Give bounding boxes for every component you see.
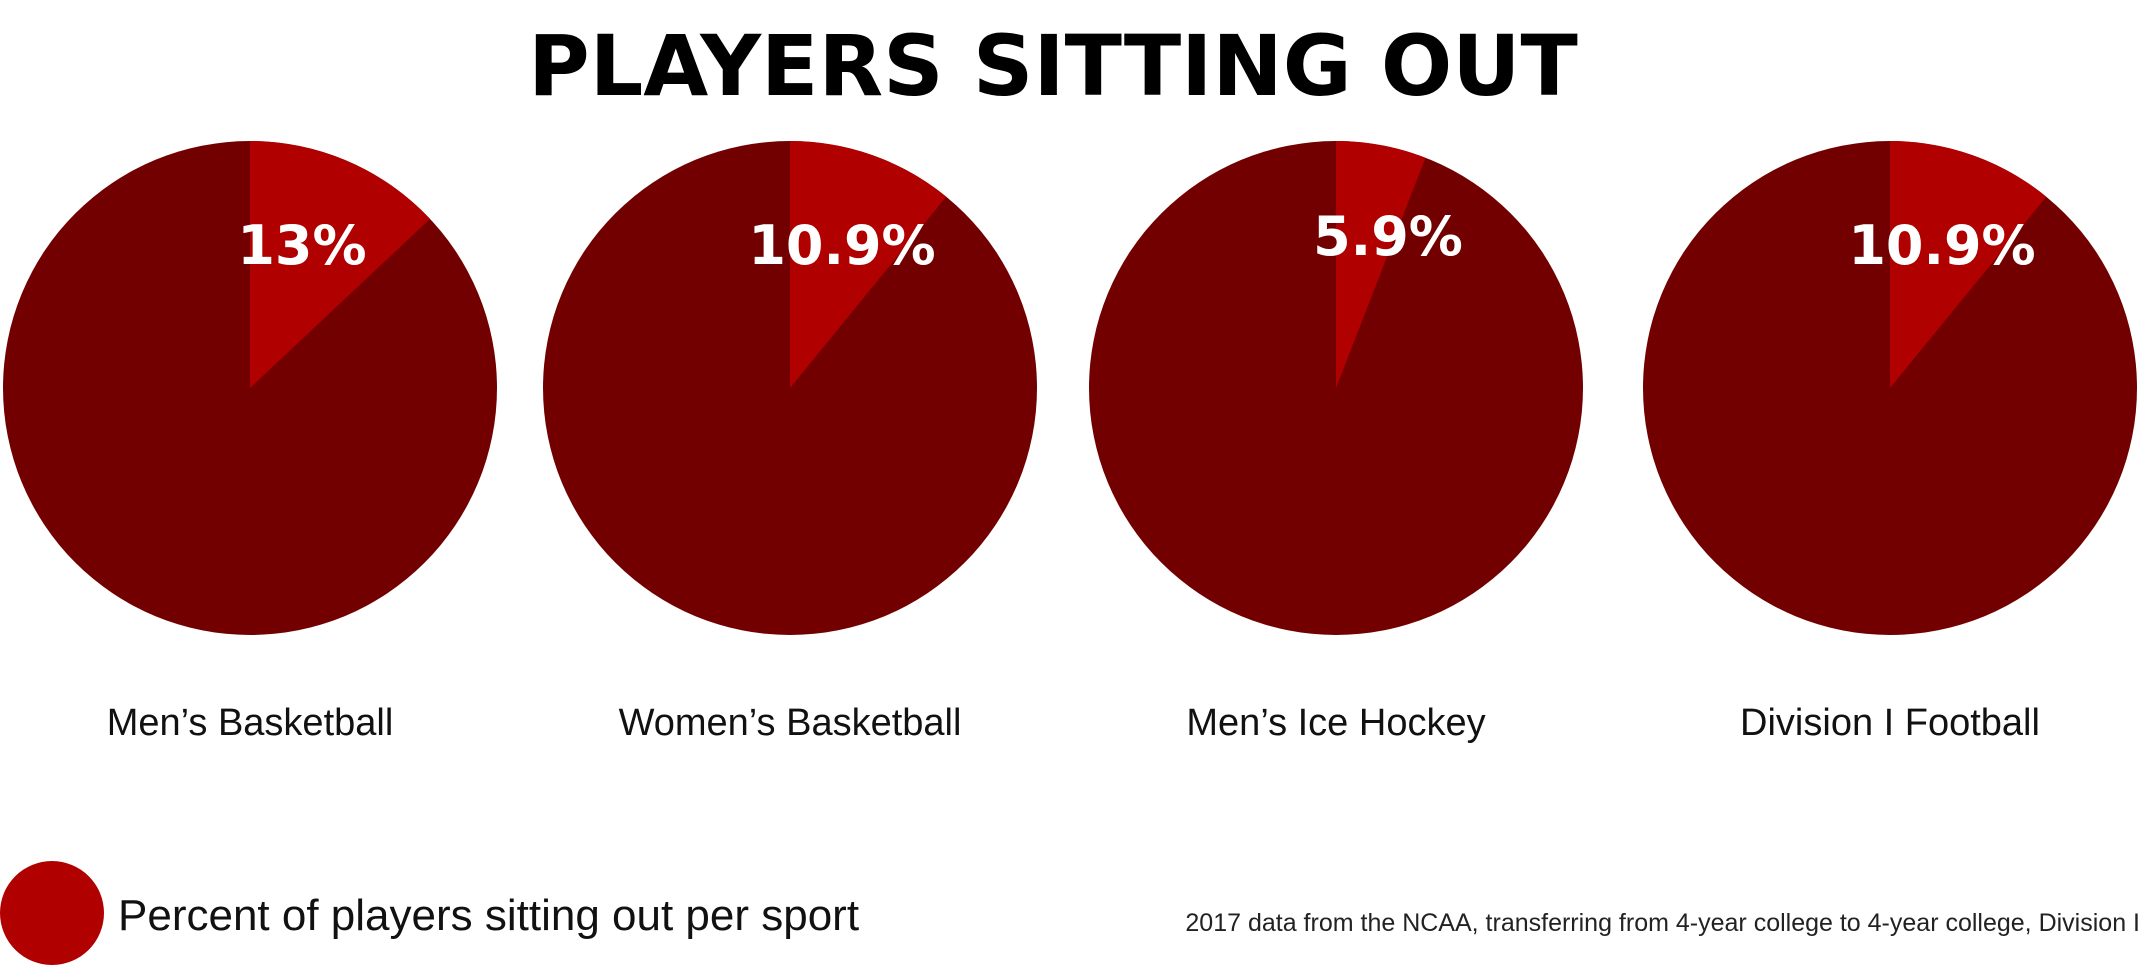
pie-group: 13% Men’s Basketball 10.9% Women’s Basketba… [3, 141, 2137, 744]
legend-swatch [0, 861, 104, 965]
source-note: 2017 data from the NCAA, transferring fr… [1185, 909, 2140, 937]
legend-label: Percent of players sitting out per sport [118, 891, 859, 940]
slice-percent-label: 13% [237, 214, 366, 277]
sport-category-label: Men’s Ice Hockey [1186, 702, 1485, 744]
pie-highlight-slice [790, 141, 947, 388]
sport-category-label: Division I Football [1740, 702, 2040, 744]
pie-highlight-slice [1336, 141, 1426, 388]
sport-category-label: Men’s Basketball [107, 702, 394, 744]
pie-highlight-slice [250, 141, 431, 388]
slice-percent-label: 5.9% [1313, 205, 1463, 268]
chart-title: PLAYERS SITTING OUT [528, 17, 1578, 115]
sport-category-label: Women’s Basketball [619, 702, 962, 744]
pie-highlight-slice [1890, 141, 2047, 388]
slice-percent-label: 10.9% [1848, 214, 2035, 277]
legend: Percent of players sitting out per sport [0, 861, 859, 965]
slice-percent-label: 10.9% [748, 214, 935, 277]
